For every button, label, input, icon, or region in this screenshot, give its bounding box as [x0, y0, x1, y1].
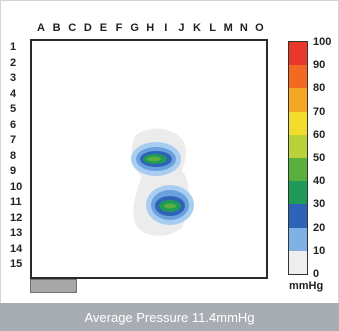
legend-label-20: 20: [313, 221, 326, 234]
column-label-h: H: [146, 22, 155, 34]
legend-label-10: 10: [313, 244, 326, 257]
legend-label-50: 50: [313, 152, 326, 164]
legend-unit: mmHg: [289, 280, 324, 292]
pressure-zone-lower-50: [164, 203, 176, 209]
row-label-9: 9: [10, 165, 17, 177]
legend-swatch-3: [289, 111, 307, 135]
column-label-j: J: [178, 22, 185, 34]
legend-label-0: 0: [313, 268, 320, 280]
legend-swatch-2: [289, 88, 307, 112]
legend-label-60: 60: [313, 128, 326, 141]
row-label-14: 14: [10, 242, 23, 255]
legend-swatch-6: [289, 181, 307, 205]
row-label-4: 4: [10, 87, 17, 100]
column-label-g: G: [130, 22, 139, 34]
pressure-heatmap: [131, 128, 194, 236]
legend-label-100: 100: [313, 36, 332, 48]
column-label-b: B: [52, 22, 61, 34]
column-label-k: K: [193, 22, 201, 34]
legend-label-70: 70: [313, 105, 326, 118]
row-label-3: 3: [10, 72, 17, 84]
row-label-6: 6: [10, 118, 17, 131]
legend-swatch-0: [289, 42, 307, 66]
pressure-zone-upper-50: [147, 156, 161, 162]
row-label-10: 10: [10, 180, 23, 193]
row-label-1: 1: [10, 41, 17, 53]
legend-label-30: 30: [313, 198, 326, 211]
column-label-c: C: [68, 22, 77, 34]
legend-swatch-7: [289, 204, 307, 228]
row-label-7: 7: [10, 134, 17, 146]
column-label-l: L: [209, 22, 216, 34]
legend-swatch-5: [289, 158, 307, 182]
row-label-13: 13: [10, 227, 23, 239]
legend-swatch-4: [289, 134, 307, 158]
column-label-e: E: [99, 22, 108, 34]
row-label-8: 8: [10, 149, 17, 162]
row-label-2: 2: [10, 56, 17, 69]
average-pressure-footer: Average Pressure 11.4mmHg: [0, 303, 339, 331]
average-pressure-text: Average Pressure 11.4mmHg: [84, 309, 255, 325]
column-label-o: O: [255, 22, 264, 34]
column-label-f: F: [115, 22, 123, 34]
legend-label-40: 40: [313, 175, 326, 188]
column-label-i: I: [164, 22, 168, 34]
row-label-5: 5: [10, 103, 17, 115]
column-label-n: N: [239, 22, 248, 34]
pressure-map: [30, 39, 268, 279]
row-label-11: 11: [10, 196, 22, 208]
legend-swatch-1: [289, 65, 307, 89]
legend-swatch-8: [289, 227, 307, 251]
row-label-12: 12: [10, 211, 23, 224]
legend-label-90: 90: [313, 59, 326, 72]
map-resize-handle[interactable]: [30, 279, 77, 293]
column-label-a: A: [37, 22, 45, 34]
column-label-d: D: [83, 22, 92, 34]
legend-swatch-9: [289, 250, 307, 274]
row-label-15: 15: [10, 258, 23, 270]
column-label-m: M: [223, 22, 233, 34]
pressure-color-legend: [288, 41, 308, 275]
legend-label-80: 80: [313, 82, 326, 95]
